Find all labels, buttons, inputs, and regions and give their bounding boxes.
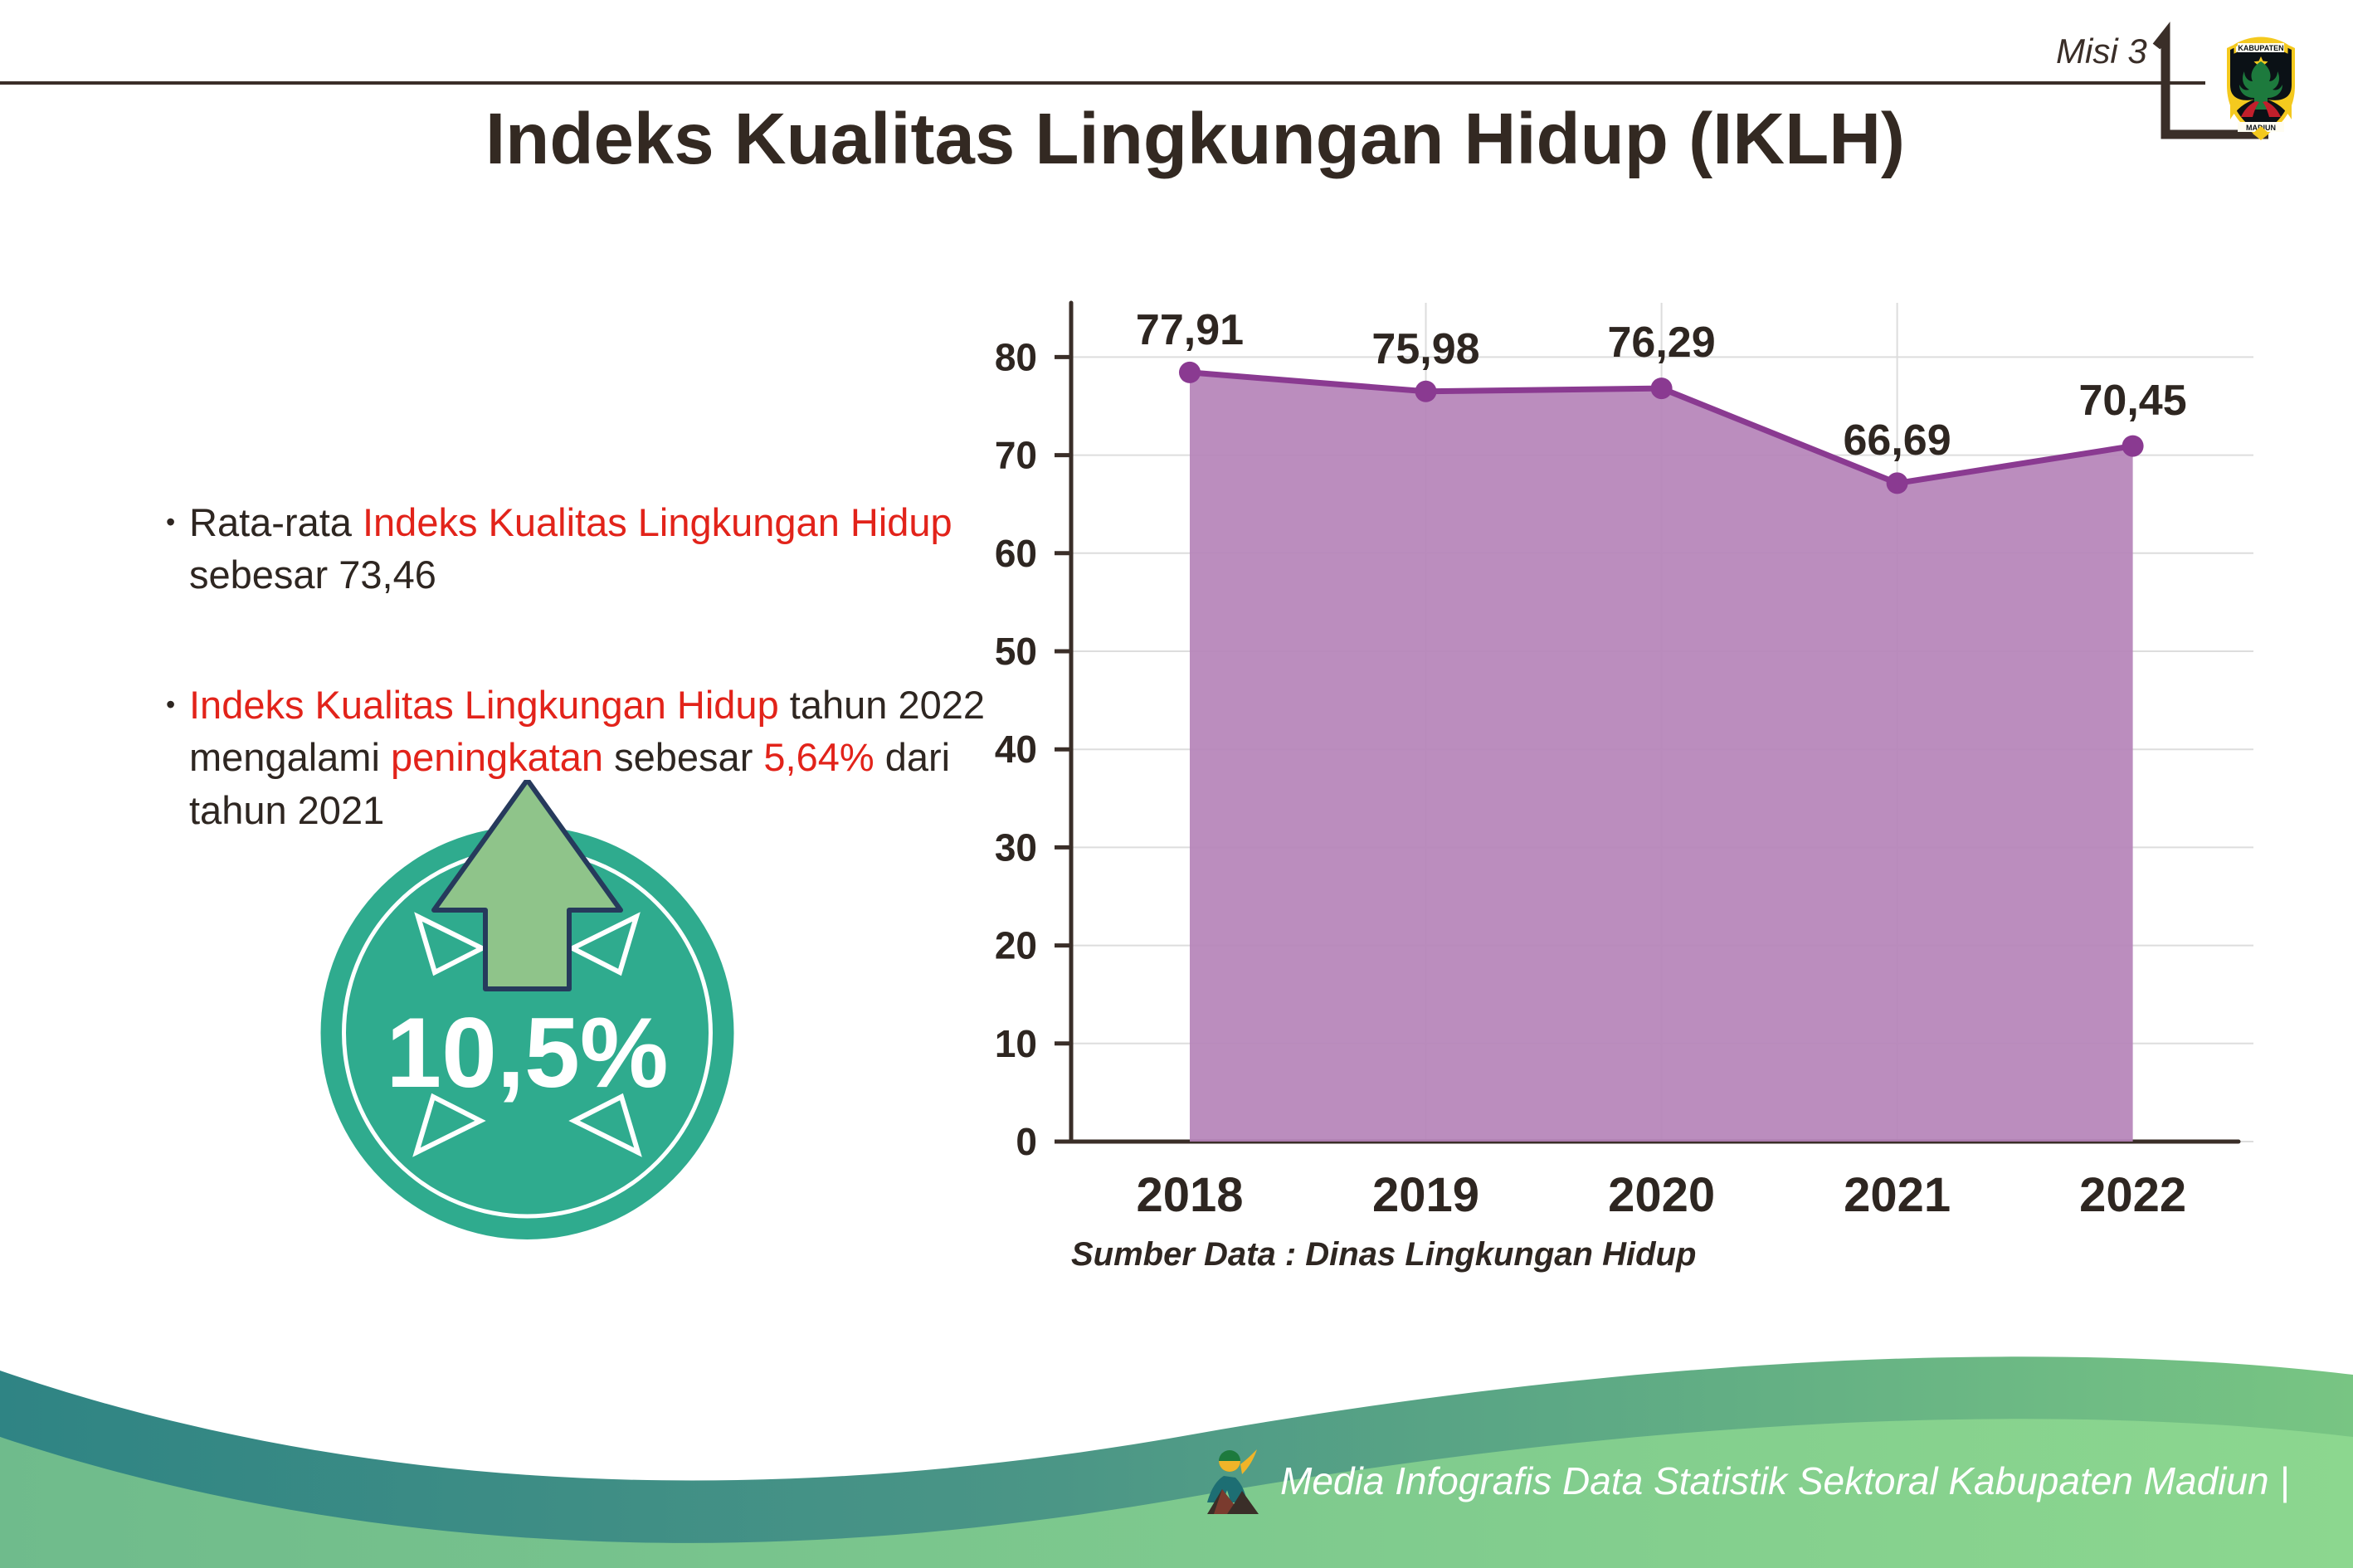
svg-text:20: 20 bbox=[995, 924, 1037, 967]
svg-text:76,29: 76,29 bbox=[1608, 319, 1716, 367]
svg-text:77,91: 77,91 bbox=[1136, 306, 1244, 354]
svg-text:60: 60 bbox=[995, 532, 1037, 575]
svg-text:80: 80 bbox=[995, 335, 1037, 378]
svg-text:0: 0 bbox=[1016, 1120, 1037, 1163]
svg-text:Sumber Data : Dinas Lingkungan: Sumber Data : Dinas Lingkungan Hidup bbox=[1071, 1236, 1696, 1273]
svg-text:50: 50 bbox=[995, 630, 1037, 673]
svg-text:66,69: 66,69 bbox=[1844, 416, 1951, 465]
svg-text:2018: 2018 bbox=[1136, 1168, 1243, 1222]
svg-text:2019: 2019 bbox=[1372, 1168, 1479, 1222]
svg-text:70: 70 bbox=[995, 434, 1037, 477]
svg-text:40: 40 bbox=[995, 728, 1037, 771]
svg-text:2020: 2020 bbox=[1608, 1168, 1715, 1222]
svg-text:70,45: 70,45 bbox=[2079, 377, 2187, 425]
svg-text:30: 30 bbox=[995, 825, 1037, 869]
svg-text:75,98: 75,98 bbox=[1371, 325, 1479, 373]
svg-text:10: 10 bbox=[995, 1022, 1037, 1065]
svg-text:2022: 2022 bbox=[2079, 1168, 2186, 1222]
svg-text:2021: 2021 bbox=[1844, 1168, 1951, 1222]
